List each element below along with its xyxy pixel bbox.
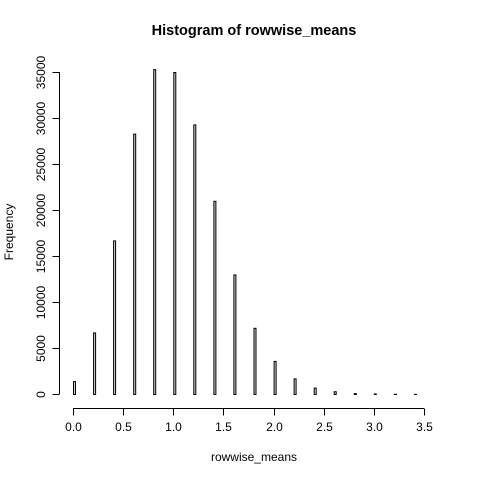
y-axis-label: Frequency — [2, 204, 16, 261]
y-tick-label: 10000 — [34, 285, 48, 319]
x-tick-label: 0.0 — [65, 420, 82, 434]
y-tick-label: 15000 — [34, 239, 48, 273]
x-tick-label: 3.5 — [416, 420, 433, 434]
histogram-bar — [133, 133, 137, 395]
chart-title: Histogram of rowwise_means — [152, 23, 357, 39]
histogram-bar — [113, 240, 117, 395]
histogram-bar — [93, 332, 97, 395]
histogram-bar — [213, 200, 217, 395]
y-tick-label: 25000 — [34, 147, 48, 181]
bars-group — [73, 69, 417, 396]
histogram-bar — [333, 391, 337, 396]
histogram-bar — [313, 387, 317, 396]
y-tick-label: 5000 — [34, 335, 48, 362]
y-tick-label: 30000 — [34, 101, 48, 135]
y-tick-label: 20000 — [34, 193, 48, 227]
x-tick-label: 3.0 — [366, 420, 383, 434]
histogram-bar — [173, 72, 177, 395]
y-tick-label: 35000 — [34, 55, 48, 89]
histogram-bar — [233, 274, 237, 395]
x-axis: 0.0 0.5 1.0 1.5 2.0 2.5 3.0 3.5 — [65, 408, 433, 434]
x-tick-label: 2.0 — [266, 420, 283, 434]
histogram-bar — [193, 124, 197, 396]
histogram-bar — [293, 378, 297, 395]
histogram-bar — [153, 69, 157, 395]
y-tick-label: 0 — [34, 391, 48, 398]
x-axis-label: rowwise_means — [211, 450, 297, 464]
x-tick-label: 1.0 — [165, 420, 182, 434]
histogram-bar — [353, 393, 357, 396]
y-axis: 0 5000 10000 15000 20000 25000 30000 35000 — [34, 55, 60, 398]
x-tick-label: 0.5 — [115, 420, 132, 434]
histogram-bar — [73, 381, 76, 396]
histogram-bar — [373, 393, 377, 395]
x-tick-label: 1.5 — [215, 420, 232, 434]
histogram-bar — [273, 360, 277, 395]
histogram-bar — [253, 327, 257, 395]
x-tick-label: 2.5 — [316, 420, 333, 434]
